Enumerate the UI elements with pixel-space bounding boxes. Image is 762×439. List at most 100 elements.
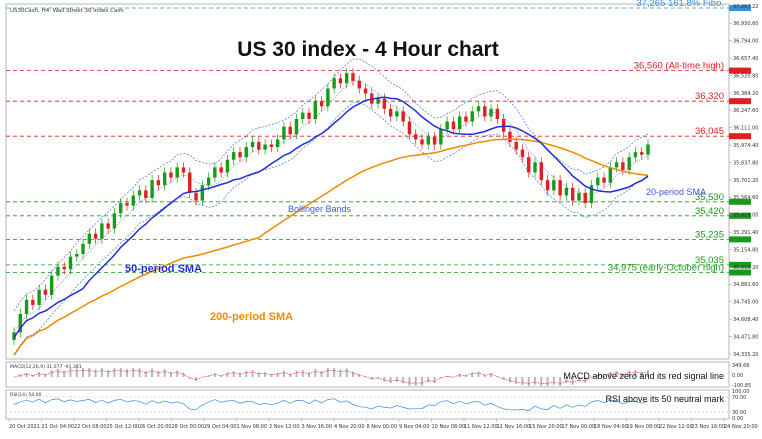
- macd-bar: [326, 368, 329, 377]
- y-tick-label: 36,520.80: [733, 73, 758, 79]
- candle-body: [420, 139, 424, 145]
- candle-body: [68, 256, 73, 270]
- candle-body: [363, 88, 368, 94]
- macd-bar: [534, 377, 537, 385]
- macd-bar: [88, 368, 91, 377]
- candle-body: [351, 73, 355, 81]
- macd-bar: [596, 374, 599, 377]
- x-tick-label: 23 Nov 16:00: [692, 424, 726, 430]
- candle-body: [131, 195, 135, 206]
- candle-body: [238, 152, 242, 158]
- x-tick-label: 21 Oct 04:00: [42, 424, 75, 430]
- candle-body: [520, 149, 525, 158]
- candle-body: [231, 152, 236, 160]
- candle-body: [156, 180, 161, 186]
- candle-body: [608, 167, 613, 183]
- candle-body: [294, 119, 299, 135]
- candle-body: [87, 233, 92, 244]
- x-tick-label: 9 Nov 04:00: [399, 424, 430, 430]
- candle-body: [495, 108, 500, 120]
- x-tick-label: 10 Nov 08:00: [432, 424, 466, 430]
- candle-body: [81, 243, 85, 255]
- candle-body: [137, 190, 142, 196]
- macd-bar: [13, 377, 15, 378]
- x-tick-label: 26 Oct 20:00: [139, 424, 172, 430]
- x-tick-label: 17 Nov 00:00: [562, 424, 596, 430]
- macd-bar: [477, 371, 480, 377]
- x-tick-label: 11 Nov 12:00: [464, 424, 498, 430]
- y-tick-label: 36,657.40: [733, 56, 758, 62]
- macd-histogram: [13, 368, 649, 386]
- candle-body: [282, 126, 286, 140]
- candle-body: [332, 78, 336, 89]
- bollinger-lower: [13, 102, 649, 355]
- candle-body: [250, 141, 255, 148]
- level-label: 36,045: [695, 126, 724, 137]
- macd-bar: [565, 377, 568, 384]
- candle-body: [150, 180, 154, 198]
- macd-bar: [238, 372, 241, 377]
- macd-note: MACD above zero and its red signal line: [563, 371, 724, 381]
- candle-body: [376, 98, 380, 104]
- candle-body: [501, 119, 506, 132]
- candle-body: [43, 289, 48, 295]
- macd-bar: [94, 369, 97, 377]
- macd-bar: [289, 373, 292, 377]
- x-tick-label: 22 Oct 08:00: [74, 424, 107, 430]
- candle-body: [414, 134, 418, 140]
- macd-bar: [414, 377, 417, 386]
- candle-body: [508, 131, 512, 142]
- macd-bar: [207, 375, 210, 377]
- candle-body: [100, 223, 104, 239]
- candle-body: [527, 157, 531, 173]
- macd-bar: [571, 377, 574, 385]
- macd-bar: [647, 370, 649, 377]
- candle-body: [439, 129, 443, 145]
- macd-bar: [395, 377, 398, 382]
- y-tick-label: 36,247.60: [733, 108, 758, 114]
- macd-bar: [31, 374, 34, 377]
- y-tick-label: 36,794.00: [733, 39, 758, 45]
- level-price-tag: [729, 198, 751, 205]
- candle-body: [457, 116, 462, 130]
- macd-bar: [377, 377, 380, 379]
- candle-body: [583, 192, 587, 204]
- level-price-tag: [729, 98, 751, 105]
- candle-body: [357, 80, 361, 89]
- candle-body: [564, 187, 569, 196]
- candle-body: [614, 162, 619, 168]
- y-tick-label: 35,974.40: [733, 143, 758, 149]
- candle-body: [56, 266, 60, 276]
- sma20-label: 20-period SMA: [646, 187, 706, 197]
- candle-body: [395, 111, 399, 117]
- symbol-line: US30Cash, H4: Wall Street 30 Index Cash: [10, 8, 124, 14]
- y-tick-label: 34,745.00: [733, 300, 758, 306]
- macd-bar: [176, 370, 179, 377]
- candle-body: [125, 203, 129, 206]
- candle-body: [338, 78, 343, 84]
- macd-bar: [370, 377, 373, 380]
- macd-bar: [314, 368, 317, 377]
- macd-bar: [358, 374, 361, 377]
- y-tick-label: 36,384.20: [733, 91, 758, 97]
- candle-body: [257, 141, 261, 150]
- x-tick-label: 22 Nov 12:00: [659, 424, 693, 430]
- macd-bar: [213, 373, 216, 377]
- candle-body: [219, 167, 223, 173]
- macd-panel: MACD(12,26,9) 31.077 -91.381 MACD above …: [10, 363, 751, 389]
- candle-body: [106, 223, 110, 229]
- y-axis: 37,067.22 36,930.60 36,794.00 36,657.40 36,5…: [729, 4, 758, 358]
- candle-body: [244, 147, 248, 158]
- x-tick-label: 1 Nov 08:00: [237, 424, 268, 430]
- candle-body: [49, 275, 54, 295]
- level-price-tag: [729, 5, 751, 11]
- macd-bar: [439, 377, 442, 379]
- macd-bar: [421, 377, 424, 386]
- candle-body: [31, 299, 35, 305]
- candle-body: [426, 136, 431, 145]
- level-price-tag: [729, 236, 751, 243]
- candle-body: [627, 157, 631, 170]
- macd-bar: [295, 370, 298, 377]
- candle-body: [344, 73, 349, 84]
